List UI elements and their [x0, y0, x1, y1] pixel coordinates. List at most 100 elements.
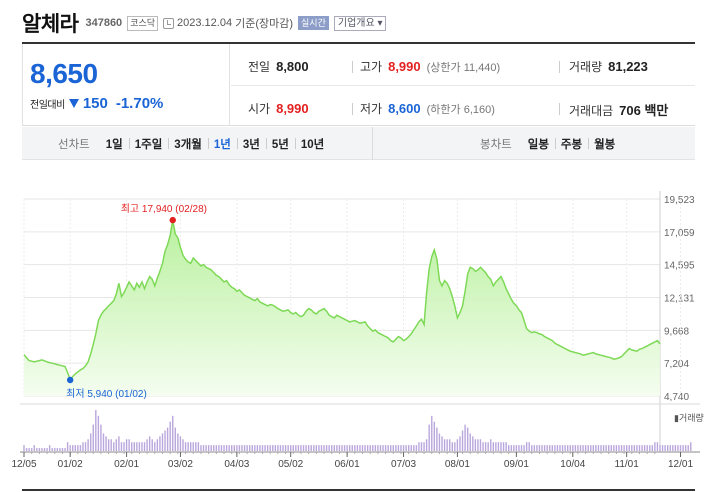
price-chart-svg: 19,523 17,059 14,595 12,131 9,668 7,204 4,740 최… — [11, 191, 704, 491]
quote-date: 2023.12.04 기준(장마감) — [163, 15, 293, 31]
volume-bar — [549, 445, 551, 451]
tab-daily[interactable]: 일봉 — [527, 138, 549, 151]
price-line — [23, 219, 661, 382]
volume-bar — [661, 445, 664, 451]
day-high: 고가 8,990 (상한가 11,440) — [360, 58, 500, 75]
volume-bar — [38, 448, 41, 451]
change-percent: -1.70% — [115, 95, 164, 112]
volume-bar — [354, 445, 356, 451]
x-tick-label: 05/02 — [278, 459, 303, 470]
header-divider — [22, 42, 695, 44]
volume-bar — [348, 445, 351, 451]
volume-bar — [102, 433, 105, 451]
volume-bar — [490, 439, 492, 451]
prev-close: 전일 8,800 — [248, 58, 309, 75]
volume-bar — [300, 445, 302, 451]
volume-bar — [359, 445, 361, 451]
tab-3y[interactable]: 3년 — [236, 136, 266, 152]
volume-bar — [397, 445, 400, 451]
volume-bar — [543, 445, 546, 451]
volume-bar — [174, 427, 177, 451]
volume-bar — [574, 445, 577, 451]
tab-5y[interactable]: 5년 — [265, 136, 295, 152]
volume-bar — [449, 439, 451, 451]
tab-10y[interactable]: 10년 — [294, 136, 330, 152]
tab-1y[interactable]: 1년 — [207, 136, 237, 152]
volume-bar — [338, 445, 341, 451]
volume-bar — [287, 445, 289, 451]
price-chart[interactable]: 19,523 17,059 14,595 12,131 9,668 7,204 4,740 최… — [0, 160, 715, 492]
volume-bar — [141, 442, 143, 451]
volume-bar — [87, 439, 89, 451]
volume-bar — [600, 445, 602, 451]
volume-bar — [528, 442, 530, 451]
volume-bar — [336, 445, 338, 451]
prev-close-label: 전일 — [248, 60, 271, 74]
volume-bar — [356, 445, 359, 451]
volume-bar — [592, 445, 595, 451]
x-tick-label: 12/01 — [668, 459, 693, 470]
x-tick-label: 06/01 — [335, 459, 360, 470]
volume-bar — [333, 445, 336, 451]
tab-1d[interactable]: 1일 — [105, 138, 123, 151]
volume-bar — [487, 442, 489, 451]
volume-bar — [507, 445, 510, 451]
volume-bar — [189, 442, 192, 451]
volume-bar — [297, 445, 300, 451]
volume-bar — [559, 445, 561, 451]
volume-bar — [433, 421, 436, 451]
volume-bar — [443, 439, 446, 451]
volume-bar — [120, 442, 123, 451]
y-tick-label: 17,059 — [664, 228, 695, 239]
volume-bar — [228, 445, 230, 451]
price-change: 전일대비 150 -1.70% — [30, 95, 163, 112]
volume-bar — [110, 439, 112, 451]
volume-bar — [536, 445, 538, 451]
volume-bar — [402, 445, 405, 451]
volume-bar — [205, 445, 207, 451]
volume-bar — [310, 445, 312, 451]
volume-bar — [672, 445, 674, 451]
tab-weekly[interactable]: 주봉 — [554, 136, 588, 152]
volume-bar — [459, 436, 461, 451]
volume-bar — [525, 442, 528, 451]
clock-icon — [163, 17, 175, 29]
volume-bar — [23, 445, 25, 451]
low-marker — [66, 376, 74, 384]
volume-bar — [48, 445, 51, 451]
realtime-button[interactable]: 실시간 — [298, 16, 329, 30]
volume-bar — [472, 436, 474, 451]
volume-bar — [323, 445, 325, 451]
price-summary: 8,650 전일대비 150 -1.70% 전일 8,800 고가 8,990 … — [22, 44, 695, 126]
volume-bar — [172, 415, 174, 451]
volume-bar — [641, 445, 643, 451]
volume-bar — [400, 445, 402, 451]
volume-bar — [669, 445, 671, 451]
volume-bar — [561, 445, 564, 451]
volume-bar — [364, 445, 366, 451]
low-value: 8,600 — [388, 101, 421, 116]
row-divider — [231, 85, 695, 86]
tab-1w[interactable]: 1주일 — [128, 136, 169, 152]
volume-bar — [302, 445, 305, 451]
company-info-dropdown[interactable]: 기업개요 ▾ — [333, 15, 387, 31]
volume-bar — [133, 442, 135, 451]
volume-bar — [518, 445, 520, 451]
y-tick-label: 12,131 — [664, 294, 695, 305]
volume-bar — [677, 445, 679, 451]
volume-bar — [413, 445, 415, 451]
volume-bar — [51, 448, 53, 451]
volume-bar — [390, 445, 392, 451]
tab-3m[interactable]: 3개월 — [168, 136, 208, 152]
volume-bar — [679, 445, 682, 451]
change-amount: 150 — [82, 95, 108, 112]
tab-monthly[interactable]: 월봉 — [588, 136, 621, 152]
volume-bar — [569, 445, 571, 451]
volume-bar — [405, 445, 407, 451]
volume-bar — [138, 442, 141, 451]
volume-bar — [410, 445, 412, 451]
volume: 거래량 81,223 — [569, 58, 648, 75]
volume-bar — [369, 445, 371, 451]
volume-bar — [136, 442, 138, 451]
volume-bar — [82, 442, 84, 451]
